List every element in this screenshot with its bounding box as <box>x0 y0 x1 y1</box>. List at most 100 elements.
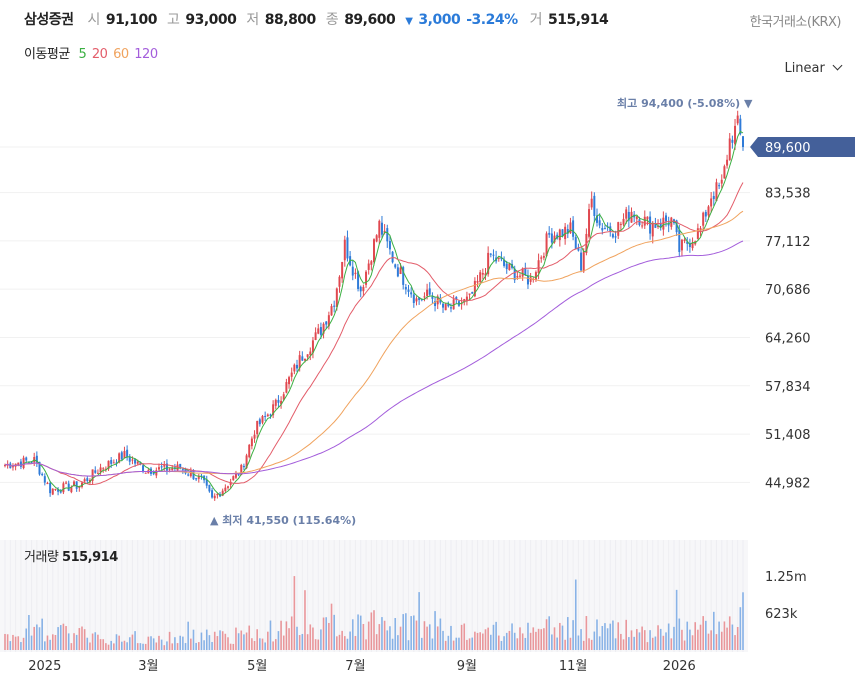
volume-bar <box>301 633 304 650</box>
volume-bar <box>519 627 521 650</box>
volume-bar <box>535 631 537 650</box>
candle-body <box>373 239 375 263</box>
volume-bar <box>253 641 256 650</box>
candle-body <box>221 490 224 496</box>
candle-body <box>641 225 644 227</box>
exchange-label: 한국거래소(KRX) <box>749 15 842 30</box>
candle-body <box>357 271 360 289</box>
volume-bar <box>391 638 394 650</box>
candle-body <box>710 198 713 207</box>
candle-body <box>250 438 253 447</box>
open-label: 시 <box>87 12 101 28</box>
ma-120[interactable]: 120 <box>134 47 158 62</box>
candle-body <box>229 481 232 485</box>
volume-bar <box>476 632 479 650</box>
volume-bar <box>203 640 205 650</box>
candle-body <box>181 469 184 471</box>
candle-body <box>115 462 118 464</box>
candle-body <box>481 272 484 275</box>
candle-body <box>139 462 142 465</box>
candle-body <box>41 473 44 475</box>
volume-bar <box>176 643 179 650</box>
candle-body <box>311 340 314 353</box>
candle-body <box>155 470 158 476</box>
candle-body <box>497 257 500 259</box>
volume-bar <box>726 627 728 650</box>
candle-body <box>516 276 519 278</box>
volume-bar <box>62 623 65 650</box>
volume-bar <box>490 634 492 650</box>
volume-bar <box>511 623 513 650</box>
candle-body <box>258 419 261 425</box>
x-tick-label: 9월 <box>457 659 477 674</box>
volume-bar <box>574 579 577 650</box>
volume-bar <box>131 634 134 650</box>
ma-5[interactable]: 5 <box>78 47 87 62</box>
volume-bar <box>362 623 365 650</box>
volume-bar <box>564 639 566 650</box>
candle-body <box>285 382 288 393</box>
candle-body <box>638 219 641 226</box>
candle-body <box>550 233 553 243</box>
volume-bar <box>699 624 702 650</box>
ma-20[interactable]: 20 <box>91 47 108 62</box>
volume-bar <box>715 634 718 650</box>
volume-bar <box>136 643 139 650</box>
ma-line-5 <box>4 130 744 496</box>
ma-60[interactable]: 60 <box>113 47 129 62</box>
candle-body <box>142 465 145 472</box>
volume-bar <box>651 637 654 650</box>
scale-selector[interactable]: Linear <box>784 60 843 76</box>
volume-bar <box>221 631 224 650</box>
scale-value: Linear <box>784 61 825 76</box>
volume-bar <box>349 631 351 650</box>
volume-bar <box>163 645 166 650</box>
candle-body <box>341 261 344 279</box>
volume-bar <box>256 629 258 650</box>
candle-body <box>412 294 415 303</box>
candle-body <box>59 490 62 493</box>
y-tick-label: 51,408 <box>765 428 811 443</box>
candle-body <box>718 185 721 187</box>
volume-bar <box>582 640 585 650</box>
close-value: 89,600 <box>344 12 396 28</box>
volume-bar <box>158 635 160 650</box>
candle-body <box>118 453 121 463</box>
volume-bar <box>59 625 62 650</box>
candle-body <box>136 461 139 464</box>
volume-bar <box>553 627 556 650</box>
candle-body <box>277 399 280 403</box>
volume-bar <box>126 642 128 650</box>
volume-panel-title: 거래량 <box>24 550 59 565</box>
volume-bar <box>418 592 420 650</box>
candle-body <box>651 223 654 237</box>
candle-body <box>272 404 275 416</box>
close-label: 종 <box>325 12 339 28</box>
volume-bar <box>277 631 280 650</box>
volume-bar <box>290 616 293 650</box>
candle-body <box>542 256 545 258</box>
volume-bar <box>720 631 723 650</box>
volume-bar <box>33 626 36 650</box>
volume-bar <box>646 642 649 650</box>
volume-bar <box>649 630 651 650</box>
x-tick-label: 3월 <box>138 659 158 674</box>
candle-body <box>723 166 726 179</box>
volume-bar <box>609 623 612 650</box>
volume-bar <box>354 635 357 650</box>
candle-body <box>327 315 330 327</box>
candle-body <box>524 268 527 276</box>
volume-bar <box>423 621 426 650</box>
candle-body <box>51 488 54 495</box>
volume-bar <box>588 638 590 650</box>
candle-body <box>378 220 381 238</box>
x-tick-label: 5월 <box>247 659 267 674</box>
volume-bar <box>479 632 481 650</box>
volume-bar <box>590 639 593 650</box>
candle-body <box>598 220 601 226</box>
current-price-tag <box>750 137 855 157</box>
volume-bar <box>168 631 171 650</box>
candle-body <box>224 487 227 492</box>
candle-body <box>245 455 248 469</box>
